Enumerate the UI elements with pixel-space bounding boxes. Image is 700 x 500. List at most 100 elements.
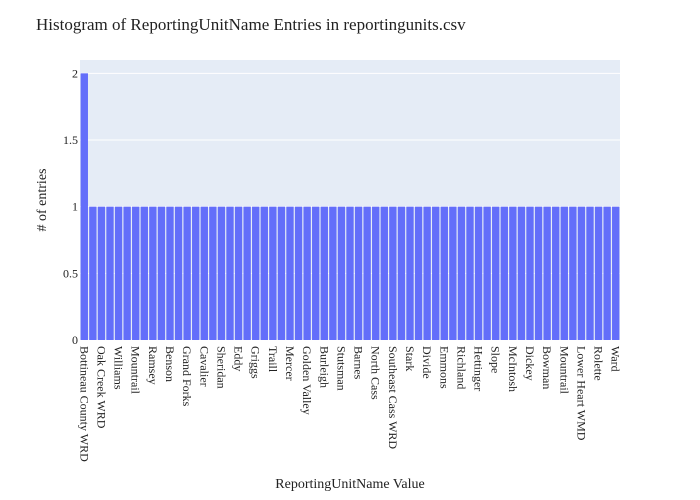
histogram-bar — [414, 206, 423, 340]
histogram-bar — [320, 206, 328, 340]
histogram-bar — [209, 206, 217, 340]
histogram-bar — [123, 206, 131, 340]
x-tick-label: Stutsman — [334, 346, 348, 391]
histogram-bar — [560, 206, 568, 340]
histogram-bar — [183, 206, 191, 340]
histogram-bar — [569, 206, 577, 340]
histogram-bar — [269, 206, 277, 340]
histogram-bar — [517, 206, 526, 340]
x-tick-label: Ward — [609, 346, 623, 372]
histogram-bar — [346, 206, 354, 340]
x-tick-label: Traill — [266, 346, 280, 373]
x-tick-label: Burleigh — [317, 346, 331, 388]
histogram-bar — [440, 206, 448, 340]
x-tick-label: Mountrail — [129, 346, 143, 395]
histogram-bar — [89, 206, 97, 340]
histogram-bar — [449, 206, 457, 340]
histogram-bar — [337, 206, 346, 340]
histogram-bar — [132, 206, 140, 340]
histogram-bar — [149, 206, 157, 340]
histogram-bar — [509, 206, 517, 340]
histogram-bar — [577, 206, 586, 340]
histogram-bar — [457, 206, 466, 340]
histogram-bar — [380, 206, 388, 340]
histogram-bar — [234, 206, 243, 340]
histogram-bar — [260, 206, 268, 340]
chart-title: Histogram of ReportingUnitName Entries i… — [36, 15, 466, 34]
y-tick-label: 1 — [72, 200, 78, 214]
x-tick-label: Hettinger — [472, 346, 486, 391]
x-tick-label: Grand Forks — [180, 346, 194, 407]
x-tick-label: Golden Valley — [300, 346, 314, 415]
histogram-bar — [474, 206, 483, 340]
histogram-bar — [389, 206, 397, 340]
histogram-bar — [312, 206, 320, 340]
histogram-bar — [303, 206, 311, 340]
x-tick-label: Richland — [454, 346, 468, 389]
y-tick-label: 2 — [72, 66, 78, 80]
y-axis-ticks: 0 0.5 1 1.5 2 — [63, 66, 78, 347]
histogram-bar — [483, 206, 491, 340]
x-tick-label: Emmons — [437, 346, 451, 389]
histogram-bar — [552, 206, 560, 340]
histogram-bar — [363, 206, 371, 340]
histogram-bar — [97, 206, 106, 340]
x-tick-label: Dickey — [523, 346, 537, 381]
x-tick-label: Ramsey — [146, 346, 160, 385]
histogram-bar — [157, 206, 166, 340]
histogram-bar — [200, 206, 208, 340]
x-axis-ticks: Bottineau County WRD Oak Creek WRD William… — [77, 346, 622, 462]
histogram-bar — [612, 206, 620, 340]
x-tick-label: Williams — [112, 346, 126, 390]
histogram-bar — [500, 206, 508, 340]
x-tick-label: Divide — [420, 346, 434, 379]
histogram-bar — [286, 206, 294, 340]
histogram-bar — [603, 206, 611, 340]
histogram-bar — [526, 206, 534, 340]
x-tick-label: North Cass — [369, 346, 383, 400]
histogram-bar — [406, 206, 414, 340]
histogram-bar — [166, 206, 174, 340]
histogram-bar — [217, 206, 226, 340]
histogram-bar — [252, 206, 260, 340]
histogram-bar — [397, 206, 406, 340]
x-tick-label: Cavalier — [197, 346, 211, 387]
x-tick-label: Oak Creek WRD — [94, 346, 108, 429]
histogram-bar — [226, 206, 234, 340]
x-tick-label: Slope — [489, 346, 503, 373]
histogram-bar — [114, 206, 123, 340]
histogram-bar — [372, 206, 380, 340]
x-tick-label: Mercer — [283, 346, 297, 381]
histogram-bar — [543, 206, 551, 340]
histogram-bar — [329, 206, 337, 340]
x-axis-title: ReportingUnitName Value — [275, 477, 424, 492]
y-tick-label: 0.5 — [63, 266, 78, 280]
x-tick-label: Eddy — [232, 346, 246, 371]
histogram-bar — [277, 206, 286, 340]
histogram-bar — [140, 206, 148, 340]
x-tick-label: Griggs — [249, 346, 263, 379]
histogram-bar — [106, 206, 114, 340]
x-tick-label: Stark — [403, 346, 417, 371]
histogram-bar — [192, 206, 200, 340]
x-tick-label: Bowman — [540, 346, 554, 389]
histogram-bar — [586, 206, 594, 340]
histogram-bar — [294, 206, 303, 340]
histogram-bar — [534, 206, 543, 340]
histogram-bar — [423, 206, 431, 340]
x-tick-label: Sheridan — [214, 346, 228, 389]
histogram-bar — [174, 206, 183, 340]
histogram-bar — [432, 206, 440, 340]
histogram-bar — [492, 206, 500, 340]
histogram-bar — [594, 206, 603, 340]
histogram-bar — [243, 206, 251, 340]
y-tick-label: 0 — [72, 333, 78, 347]
x-tick-label: Southeast Cass WRD — [386, 346, 400, 449]
y-tick-label: 1.5 — [63, 133, 78, 147]
x-tick-label: Rolette — [592, 346, 606, 381]
x-tick-label: Bottineau County WRD — [77, 346, 91, 462]
x-tick-label: McIntosh — [506, 346, 520, 392]
x-tick-label: Benson — [163, 346, 177, 382]
bars — [80, 73, 620, 340]
